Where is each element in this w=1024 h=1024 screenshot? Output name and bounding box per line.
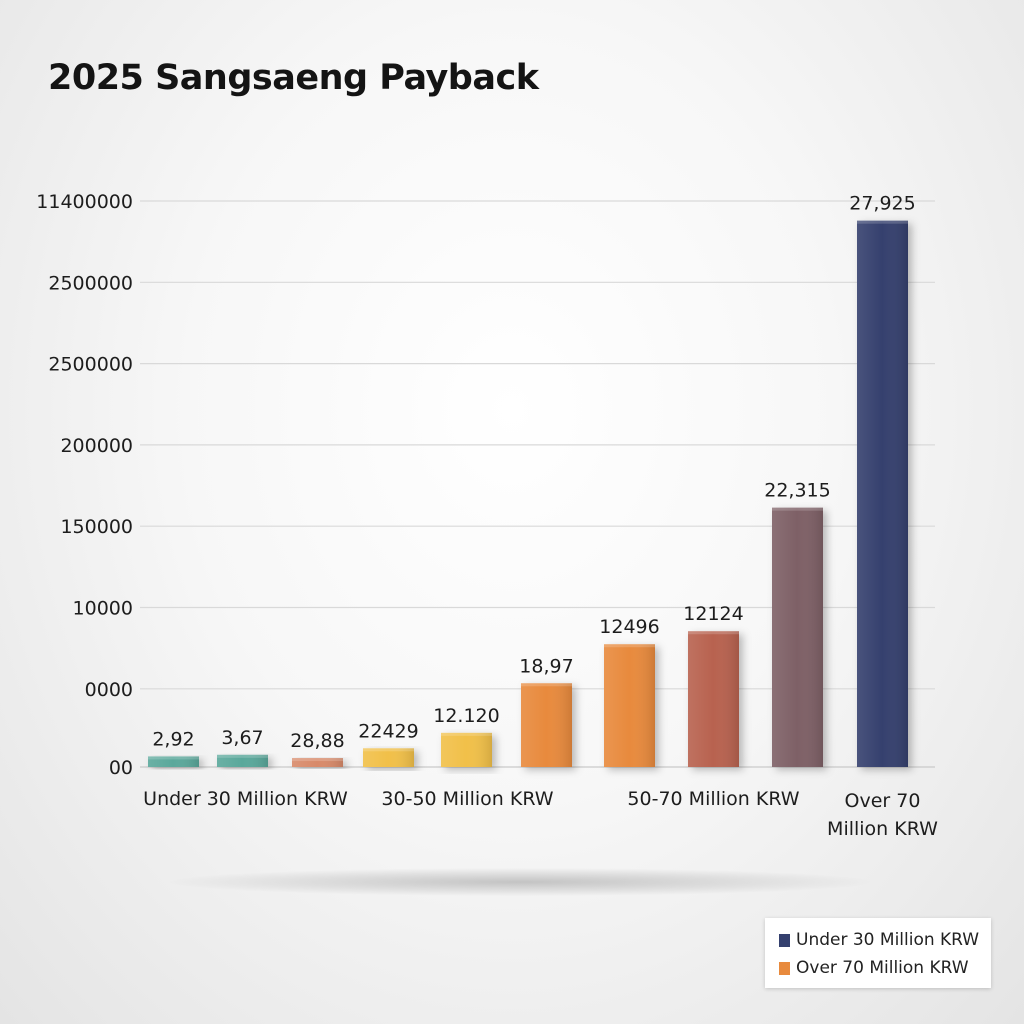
bar-shading <box>604 644 655 767</box>
bar-value-label: 27,925 <box>849 193 915 215</box>
legend: Under 30 Million KRW Over 70 Million KRW <box>765 918 991 988</box>
legend-item-over-70: Over 70 Million KRW <box>779 954 981 982</box>
y-tick-label: 10000 <box>73 598 133 620</box>
bar-value-label: 28,88 <box>290 730 344 752</box>
bar-group <box>148 756 199 767</box>
bar-shading <box>363 748 414 767</box>
legend-item-under-30: Under 30 Million KRW <box>779 926 981 954</box>
legend-label: Under 30 Million KRW <box>796 930 980 950</box>
bar-top-highlight <box>441 732 492 736</box>
bar-shading <box>148 756 199 767</box>
x-category-label: Under 30 Million KRW <box>143 788 348 810</box>
bar-top-highlight <box>292 758 343 762</box>
bar-shading <box>857 220 908 767</box>
y-tick-label: 0000 <box>85 679 133 701</box>
bar-group <box>521 683 572 767</box>
x-category-label: 30-50 Million KRW <box>381 788 553 810</box>
x-category-label: Over 70 <box>845 790 921 812</box>
y-tick-label: 11400000 <box>36 191 133 213</box>
bar-value-label: 12124 <box>683 603 743 625</box>
y-tick-label: 200000 <box>60 435 133 457</box>
y-tick-label: 2500000 <box>48 272 133 294</box>
legend-swatch <box>779 933 790 947</box>
bar-top-highlight <box>688 631 739 635</box>
bar-group <box>857 220 908 767</box>
bar-group <box>441 732 492 767</box>
x-category-label: Million KRW <box>827 818 938 840</box>
y-tick-label: 150000 <box>60 516 133 538</box>
bar-shading <box>521 683 572 767</box>
bar-top-highlight <box>148 756 199 760</box>
bar-group <box>217 754 268 767</box>
bar-shading <box>688 631 739 767</box>
floor-shadow <box>170 868 870 896</box>
bar-top-highlight <box>604 644 655 648</box>
legend-swatch <box>779 961 790 975</box>
y-tick-label: 00 <box>109 757 133 779</box>
bars <box>148 220 908 767</box>
legend-label: Over 70 Million KRW <box>796 958 969 978</box>
bar-group <box>363 748 414 767</box>
y-tick-labels: 1140000025000002500000200000150000100000… <box>36 191 133 779</box>
bar-value-label: 3,67 <box>221 727 263 749</box>
bar-group <box>688 631 739 767</box>
bar-shading <box>217 754 268 767</box>
bar-top-highlight <box>857 220 908 224</box>
bar-shading <box>772 507 823 767</box>
x-category-labels: Under 30 Million KRW 30-50 Million KRW 50-… <box>143 788 938 840</box>
bar-value-label: 18,97 <box>519 655 573 677</box>
chart-title: 2025 Sangsaeng Payback <box>48 58 539 98</box>
bar-top-highlight <box>217 754 268 758</box>
bar-group <box>772 507 823 767</box>
bar-group <box>604 644 655 767</box>
bar-top-highlight <box>363 748 414 752</box>
bar-top-highlight <box>521 683 572 687</box>
bar-shading <box>292 758 343 767</box>
bar-value-label: 22429 <box>358 720 418 742</box>
bar-value-label: 2,92 <box>152 728 194 750</box>
bar-group <box>292 758 343 767</box>
x-category-label: 50-70 Million KRW <box>627 788 799 810</box>
y-tick-label: 2500000 <box>48 354 133 376</box>
bar-shading <box>441 732 492 767</box>
bar-top-highlight <box>772 507 823 511</box>
bar-value-label: 12.120 <box>433 705 499 727</box>
value-labels: 2,92 3,67 28,88 22429 12.120 18,97 12496 12124 2… <box>152 193 915 752</box>
bar-value-label: 12496 <box>599 616 659 638</box>
bar-value-label: 22,315 <box>764 480 830 502</box>
